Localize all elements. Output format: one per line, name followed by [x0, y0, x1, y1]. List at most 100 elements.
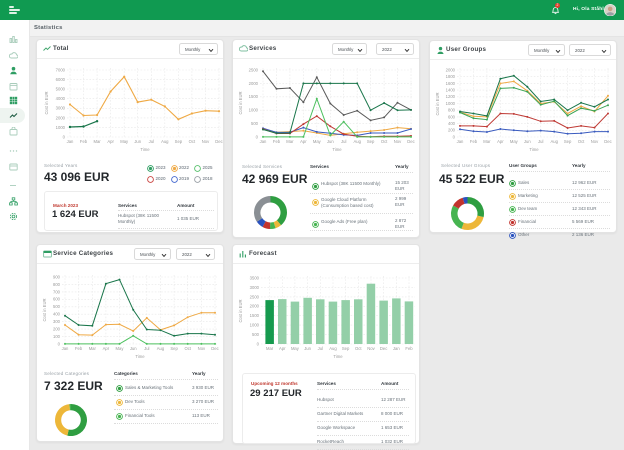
svg-text:500: 500 — [53, 304, 61, 309]
svg-text:2000: 2000 — [249, 81, 259, 86]
svg-text:May: May — [291, 346, 300, 351]
svg-text:Apr: Apr — [279, 346, 286, 351]
svg-text:Dec: Dec — [215, 139, 222, 144]
svg-text:3000: 3000 — [56, 106, 66, 111]
svg-text:Sep: Sep — [564, 139, 572, 144]
svg-text:3000: 3000 — [250, 285, 260, 290]
svg-text:Oct: Oct — [355, 346, 362, 351]
svg-text:May: May — [116, 346, 125, 351]
svg-text:Mar: Mar — [483, 139, 491, 144]
svg-text:3500: 3500 — [250, 275, 260, 280]
svg-text:Jan: Jan — [393, 346, 400, 351]
svg-text:Cost in EUR: Cost in EUR — [238, 299, 243, 322]
svg-text:900: 900 — [53, 274, 61, 279]
svg-text:Aug: Aug — [329, 346, 337, 351]
svg-text:Sep: Sep — [367, 139, 375, 144]
svg-text:7000: 7000 — [56, 67, 66, 72]
svg-text:Jan: Jan — [67, 139, 74, 144]
svg-text:Feb: Feb — [405, 346, 413, 351]
svg-text:Oct: Oct — [578, 139, 585, 144]
svg-text:Dec: Dec — [407, 139, 414, 144]
svg-text:May: May — [510, 139, 519, 144]
svg-text:Time: Time — [332, 147, 342, 152]
svg-text:2500: 2500 — [249, 67, 259, 72]
svg-text:800: 800 — [53, 282, 61, 287]
svg-text:Mar: Mar — [89, 346, 97, 351]
svg-text:Dec: Dec — [604, 139, 611, 144]
svg-text:0: 0 — [453, 134, 456, 139]
svg-text:400: 400 — [53, 312, 61, 317]
svg-text:Jul: Jul — [318, 346, 323, 351]
svg-text:Time: Time — [140, 147, 150, 152]
svg-text:Jun: Jun — [327, 139, 334, 144]
svg-text:1200: 1200 — [446, 94, 456, 99]
svg-text:1500: 1500 — [249, 94, 259, 99]
svg-text:Oct: Oct — [189, 139, 196, 144]
svg-text:Time: Time — [529, 147, 539, 152]
svg-text:Cost in EUR: Cost in EUR — [42, 298, 47, 321]
svg-text:Mar: Mar — [266, 346, 274, 351]
svg-text:2000: 2000 — [446, 67, 456, 72]
svg-text:Jul: Jul — [538, 139, 543, 144]
svg-text:1500: 1500 — [250, 313, 260, 318]
svg-text:Cost in EUR: Cost in EUR — [435, 92, 440, 115]
svg-text:800: 800 — [448, 108, 456, 113]
svg-text:Aug: Aug — [161, 139, 169, 144]
svg-text:Dec: Dec — [211, 346, 218, 351]
svg-text:Dec: Dec — [380, 346, 387, 351]
svg-text:Nov: Nov — [367, 346, 375, 351]
svg-text:Jan: Jan — [62, 346, 69, 351]
svg-text:Jun: Jun — [524, 139, 531, 144]
svg-text:Apr: Apr — [497, 139, 504, 144]
svg-text:Sep: Sep — [342, 346, 350, 351]
svg-text:Jun: Jun — [304, 346, 311, 351]
svg-text:Time: Time — [135, 354, 145, 359]
svg-text:2000: 2000 — [56, 115, 66, 120]
svg-text:Time: Time — [333, 354, 343, 359]
svg-text:1600: 1600 — [446, 81, 456, 86]
svg-text:1000: 1000 — [250, 323, 260, 328]
svg-text:2500: 2500 — [250, 294, 260, 299]
svg-text:Feb: Feb — [470, 139, 478, 144]
svg-text:2000: 2000 — [250, 304, 260, 309]
svg-text:Jan: Jan — [260, 139, 267, 144]
svg-text:Cost in EUR: Cost in EUR — [44, 91, 49, 114]
svg-text:1800: 1800 — [446, 74, 456, 79]
svg-text:May: May — [120, 139, 129, 144]
svg-text:Nov: Nov — [591, 139, 599, 144]
svg-text:Nov: Nov — [202, 139, 210, 144]
svg-text:700: 700 — [53, 289, 61, 294]
svg-text:Nov: Nov — [198, 346, 206, 351]
svg-text:1000: 1000 — [56, 125, 66, 130]
svg-text:Jul: Jul — [341, 139, 346, 144]
svg-text:1000: 1000 — [249, 108, 259, 113]
svg-text:0: 0 — [63, 134, 66, 139]
svg-text:Mar: Mar — [286, 139, 294, 144]
svg-text:100: 100 — [53, 334, 61, 339]
svg-text:Jan: Jan — [457, 139, 464, 144]
svg-text:Aug: Aug — [353, 139, 361, 144]
svg-text:Feb: Feb — [273, 139, 281, 144]
svg-text:Sep: Sep — [170, 346, 178, 351]
svg-text:0: 0 — [256, 134, 259, 139]
svg-text:Jun: Jun — [130, 346, 137, 351]
svg-text:0: 0 — [257, 341, 260, 346]
svg-text:1000: 1000 — [446, 101, 456, 106]
svg-text:6000: 6000 — [56, 77, 66, 82]
svg-text:Apr: Apr — [103, 346, 110, 351]
svg-text:Jul: Jul — [149, 139, 154, 144]
svg-text:600: 600 — [448, 114, 456, 119]
svg-text:Aug: Aug — [550, 139, 558, 144]
svg-text:300: 300 — [53, 319, 61, 324]
svg-text:5000: 5000 — [56, 87, 66, 92]
svg-text:Aug: Aug — [157, 346, 165, 351]
svg-text:200: 200 — [53, 327, 61, 332]
svg-text:Sep: Sep — [175, 139, 183, 144]
svg-text:600: 600 — [53, 297, 61, 302]
svg-text:4000: 4000 — [56, 96, 66, 101]
svg-text:Nov: Nov — [394, 139, 402, 144]
svg-text:Oct: Oct — [184, 346, 191, 351]
svg-text:Oct: Oct — [381, 139, 388, 144]
svg-text:Jun: Jun — [134, 139, 141, 144]
svg-text:Feb: Feb — [80, 139, 88, 144]
